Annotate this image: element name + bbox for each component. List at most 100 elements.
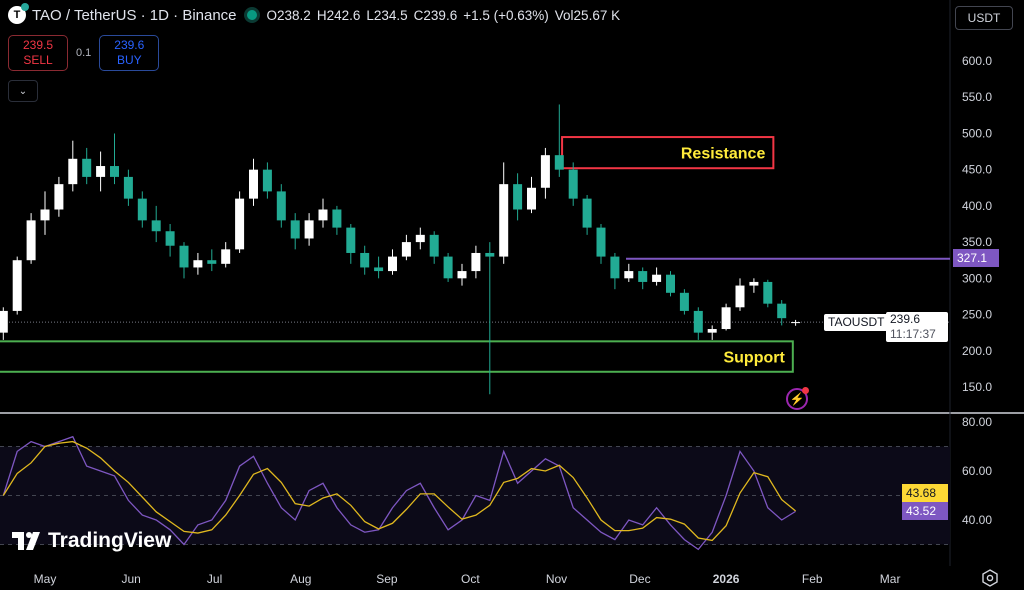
price-tick: 350.0 — [962, 235, 992, 249]
settings-icon[interactable] — [981, 569, 999, 587]
candle — [735, 285, 745, 308]
candle — [568, 169, 578, 199]
sell-price: 239.5 — [22, 38, 54, 52]
trade-panel: 239.5 SELL 0.1 239.6 BUY — [8, 35, 160, 71]
candle — [96, 166, 106, 177]
candle — [707, 329, 717, 333]
candle — [82, 158, 92, 177]
buy-label: BUY — [116, 53, 142, 67]
rsi-tick: 80.00 — [962, 415, 992, 429]
sell-button[interactable]: 239.5 SELL — [8, 35, 68, 71]
candle — [68, 158, 78, 185]
symbol-title[interactable]: TAO / TetherUS · 1D · Binance — [32, 6, 237, 24]
candle — [193, 260, 203, 268]
level-price-tag: 327.1 — [953, 249, 999, 267]
candle — [137, 198, 147, 221]
ohlc-volume: Vol25.67 K — [554, 7, 621, 23]
time-tick: Feb — [802, 572, 823, 586]
tradingview-logo-icon — [12, 532, 40, 550]
candle — [360, 252, 370, 268]
candle — [652, 274, 662, 282]
candle — [679, 292, 689, 311]
time-tick: Sep — [376, 572, 398, 586]
lightning-icon[interactable]: ⚡ — [786, 387, 809, 410]
time-tick: May — [34, 572, 57, 586]
time-tick: Oct — [461, 572, 480, 586]
support-zone — [0, 340, 794, 373]
candle — [457, 271, 467, 279]
price-tick: 600.0 — [962, 54, 992, 68]
price-tick: 250.0 — [962, 308, 992, 322]
candle — [582, 198, 592, 228]
market-status-icon — [246, 10, 257, 20]
candle — [304, 220, 314, 239]
rsi-line — [2, 435, 796, 551]
rsi-ma-tag: 43.68 — [902, 484, 948, 502]
candle — [624, 271, 634, 279]
candle — [123, 176, 133, 199]
time-tick: Mar — [880, 572, 901, 586]
candle — [12, 260, 22, 311]
rsi-ma-line — [2, 440, 797, 542]
candle — [262, 169, 272, 192]
symbol-price-tag: TAOUSDT — [824, 314, 889, 331]
symbol-header: T TAO / TetherUS · 1D · Binance O238.2 H… — [8, 3, 621, 24]
last-price: 239.6 — [890, 312, 921, 326]
time-tick: Aug — [290, 572, 311, 586]
candle — [485, 252, 495, 257]
price-tick: 150.0 — [962, 380, 992, 394]
candle — [179, 245, 189, 268]
candle — [554, 155, 564, 170]
candle — [513, 184, 523, 210]
last-price-tag: 239.6 11:17:37 — [886, 312, 948, 342]
candle — [54, 184, 64, 210]
price-tick: 200.0 — [962, 344, 992, 358]
currency-label: USDT — [967, 11, 1001, 25]
candle — [165, 231, 175, 246]
candle — [749, 281, 759, 286]
price-tick: 450.0 — [962, 163, 992, 177]
chevron-down-icon: ⌄ — [18, 85, 28, 97]
time-tick: Dec — [629, 572, 650, 586]
candle — [151, 220, 161, 232]
price-tick: 300.0 — [962, 271, 992, 285]
candle — [221, 249, 231, 264]
tao-logo-icon: T — [8, 3, 29, 24]
candle — [638, 271, 648, 282]
ohlc-high: H242.6 — [316, 7, 361, 23]
bar-countdown: 11:17:37 — [890, 327, 936, 341]
candle — [401, 242, 411, 257]
candle — [721, 307, 731, 330]
ohlc-open: O238.2 — [266, 7, 311, 23]
candle — [249, 169, 258, 199]
candle — [777, 303, 787, 319]
candle — [471, 252, 481, 272]
candle — [207, 260, 217, 264]
candle — [235, 198, 245, 250]
rsi-tick: 60.00 — [962, 464, 992, 478]
ohlc-close: C239.6 — [413, 7, 458, 23]
rsi-value-tag: 43.52 — [902, 502, 948, 520]
candle — [693, 310, 703, 333]
candle — [388, 256, 397, 272]
candle — [0, 310, 8, 333]
price-tick: 550.0 — [962, 90, 992, 104]
spread: 0.1 — [76, 47, 92, 59]
buy-button[interactable]: 239.6 BUY — [99, 35, 160, 71]
candle — [596, 227, 606, 257]
time-tick: Jun — [122, 572, 141, 586]
candle — [110, 166, 119, 177]
candle — [290, 220, 300, 239]
candle — [318, 209, 328, 221]
candle — [276, 191, 286, 221]
ohlc-low: L234.5 — [366, 7, 408, 23]
price-tick: 500.0 — [962, 126, 992, 140]
candle — [527, 187, 536, 210]
collapse-button[interactable]: ⌄ — [8, 80, 38, 102]
candle — [415, 234, 425, 243]
candle — [346, 227, 356, 253]
candle — [374, 267, 384, 272]
currency-selector[interactable]: USDT — [955, 6, 1013, 30]
rsi-tick: 40.00 — [962, 513, 992, 527]
